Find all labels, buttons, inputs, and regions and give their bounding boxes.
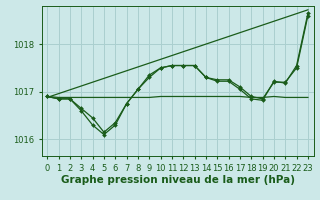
X-axis label: Graphe pression niveau de la mer (hPa): Graphe pression niveau de la mer (hPa) — [60, 175, 295, 185]
